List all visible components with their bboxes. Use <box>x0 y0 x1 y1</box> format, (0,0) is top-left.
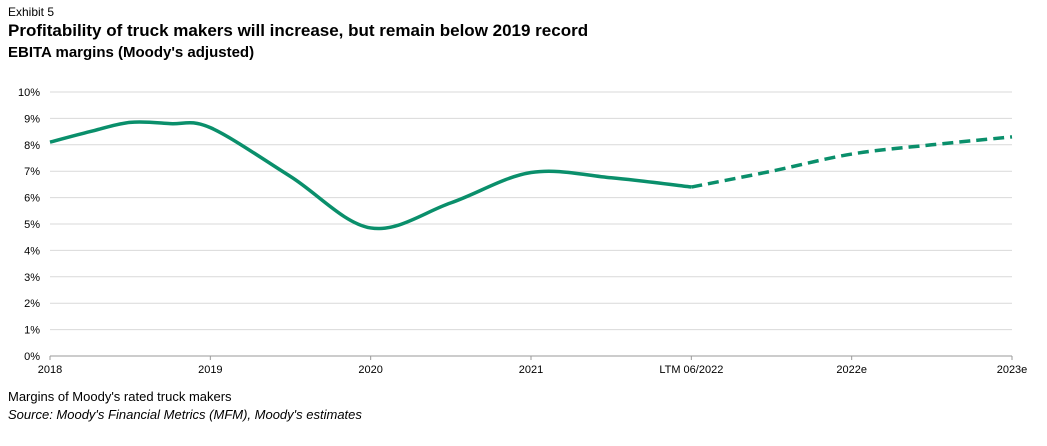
exhibit-label: Exhibit 5 <box>8 5 55 19</box>
y-tick-label: 8% <box>24 140 40 152</box>
y-tick-label: 1% <box>24 325 40 337</box>
chart-subtitle: EBITA margins (Moody's adjusted) <box>8 44 255 61</box>
line-chart: 0% 1% 2% 3% 4% 5% 6% 7% 8% 9% 10% 2018 2019 2020 2021 L… <box>18 87 1028 376</box>
x-tick-label: 2020 <box>358 364 382 376</box>
y-tick-label: 4% <box>24 245 40 257</box>
actual-series-line <box>49 120 692 231</box>
x-tick-label: 2022e <box>836 364 867 376</box>
x-tick-label: 2021 <box>519 364 543 376</box>
x-tick-label: 2023e <box>997 364 1028 376</box>
y-tick-label: 7% <box>24 166 40 178</box>
y-tick-label: 3% <box>24 272 40 284</box>
chart-source: Source: Moody's Financial Metrics (MFM),… <box>8 407 362 422</box>
y-tick-label: 0% <box>24 351 40 363</box>
x-tick-label: 2018 <box>38 364 62 376</box>
y-tick-label: 9% <box>24 113 40 125</box>
chart-note: Margins of Moody's rated truck makers <box>8 389 232 404</box>
y-tick-label: 10% <box>18 87 40 99</box>
y-tick-label: 6% <box>24 193 40 205</box>
y-tick-label: 2% <box>24 298 40 310</box>
y-tick-label: 5% <box>24 219 40 231</box>
estimate-series-line <box>690 135 1013 189</box>
chart-title: Profitability of truck makers will incre… <box>8 21 589 40</box>
x-tick-label: 2019 <box>198 364 222 376</box>
x-tick-label: LTM 06/2022 <box>659 364 723 376</box>
